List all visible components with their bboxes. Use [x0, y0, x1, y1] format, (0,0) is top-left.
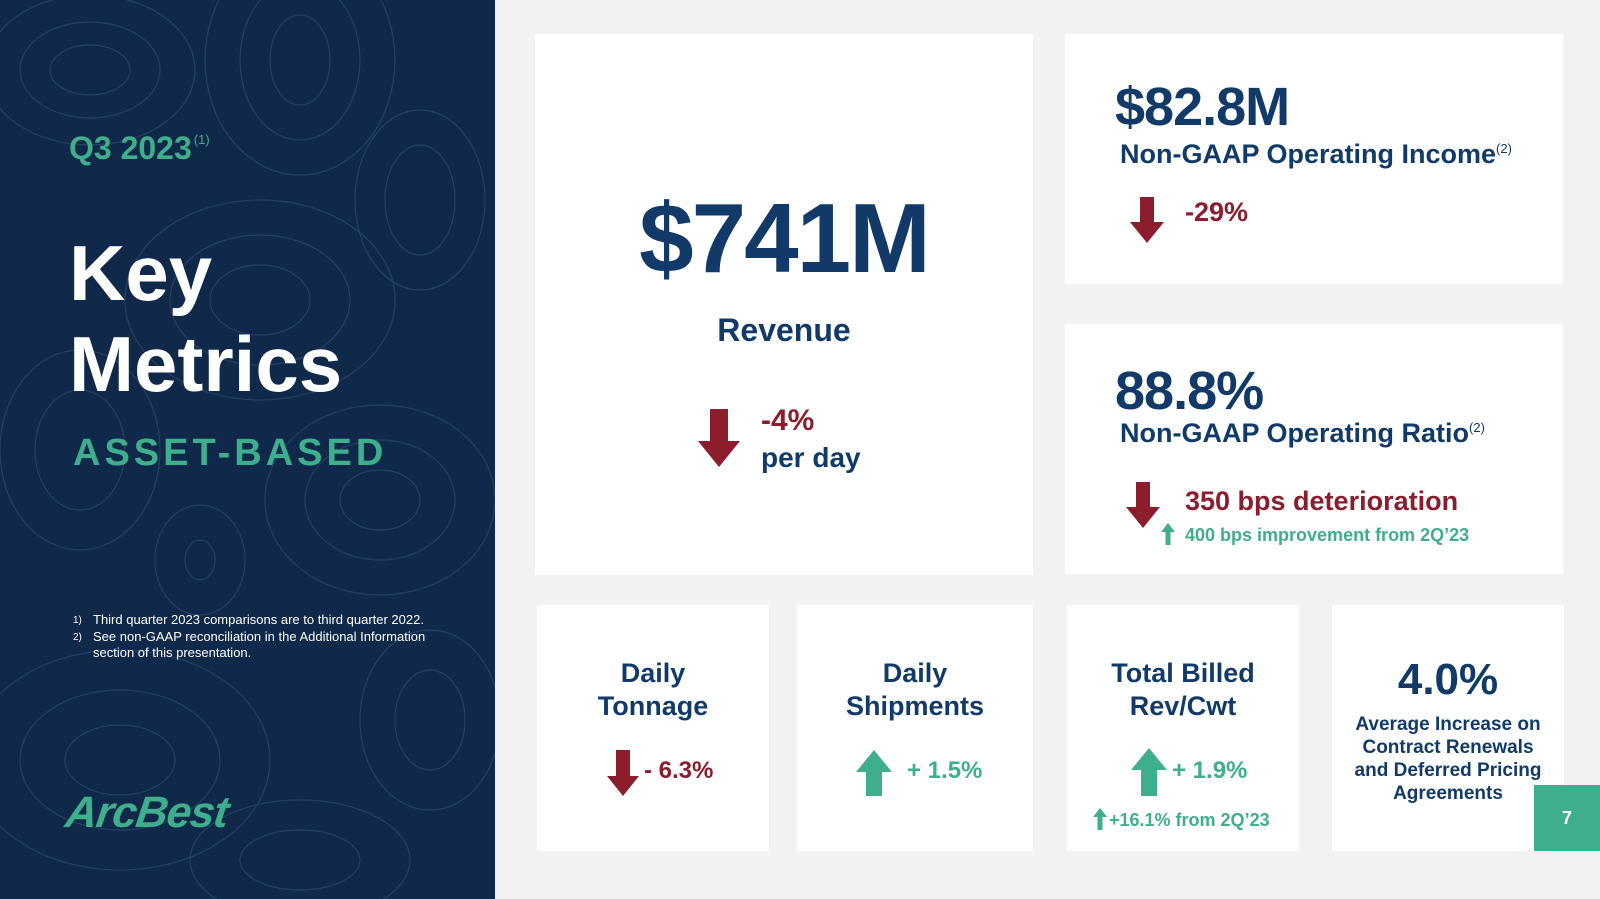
- daily-shipments-label: Daily Shipments: [845, 658, 985, 721]
- down-arrow-icon: [607, 750, 639, 796]
- report-period: Q3 2023 (1): [69, 130, 210, 166]
- up-arrow-icon: [1093, 808, 1107, 830]
- daily-tonnage-change: - 6.3%: [644, 757, 714, 784]
- contract-increase-value: 4.0%: [1397, 655, 1499, 704]
- arcbest-logo: ArcBest: [62, 788, 232, 837]
- daily-shipments-card: Daily Shipments + 1.5%: [797, 605, 1033, 851]
- revenue-card: $741M Revenue -4% per day: [535, 34, 1033, 575]
- operating-ratio-change: 350 bps deterioration: [1185, 486, 1459, 516]
- billed-revenue-sequential-change: +16.1% from 2Q’23: [1109, 810, 1270, 830]
- operating-ratio-card: 88.8% Non-GAAP Operating Ratio(2) 350 bp…: [1065, 324, 1563, 574]
- billed-revenue-label: Total Billed Rev/Cwt: [1111, 658, 1255, 721]
- operating-income-label: Non-GAAP Operating Income(2): [1120, 139, 1512, 169]
- billed-revenue-change: + 1.9%: [1172, 757, 1248, 784]
- operating-ratio-label: Non-GAAP Operating Ratio(2): [1120, 418, 1485, 448]
- revenue-change: -4%: [761, 404, 815, 437]
- left-panel: Q3 2023 (1) Key Metrics ASSET-BASED 1) Thi…: [0, 0, 495, 899]
- operating-ratio-sequential-change: 400 bps improvement from 2Q’23: [1185, 525, 1470, 545]
- footnote: 2) See non-GAAP reconciliation in the Ad…: [73, 629, 426, 660]
- operating-ratio-value: 88.8%: [1115, 361, 1264, 421]
- page-number: 7: [1534, 785, 1600, 851]
- billed-revenue-card: Total Billed Rev/Cwt + 1.9% +16.1% from 2…: [1067, 605, 1299, 851]
- daily-shipments-change: + 1.5%: [907, 757, 983, 784]
- daily-tonnage-card: Daily Tonnage - 6.3%: [537, 605, 769, 851]
- period-footnote-ref: (1): [193, 132, 210, 147]
- page-title: Key Metrics: [69, 229, 343, 408]
- down-arrow-icon: [1126, 482, 1160, 528]
- revenue-value: $741M: [639, 183, 931, 293]
- footnotes: 1) Third quarter 2023 comparisons are to…: [73, 612, 463, 661]
- revenue-change-basis: per day: [761, 442, 861, 473]
- revenue-label: Revenue: [717, 312, 851, 348]
- up-arrow-icon: [856, 750, 892, 796]
- contract-increase-label: Average Increase on Contract Renewals an…: [1354, 714, 1542, 804]
- footnote: 1) Third quarter 2023 comparisons are to…: [73, 612, 424, 627]
- up-arrow-icon: [1131, 748, 1167, 796]
- operating-income-value: $82.8M: [1115, 77, 1290, 137]
- down-arrow-icon: [698, 409, 740, 467]
- up-arrow-icon: [1161, 523, 1175, 545]
- operating-income-card: $82.8M Non-GAAP Operating Income(2) -29%: [1065, 34, 1563, 284]
- topographic-pattern: [0, 0, 495, 899]
- daily-tonnage-label: Daily Tonnage: [597, 658, 709, 721]
- operating-income-change: -29%: [1185, 197, 1249, 227]
- contract-renewals-card: 4.0% Average Increase on Contract Renewa…: [1332, 605, 1564, 851]
- down-arrow-icon: [1130, 197, 1164, 243]
- segment-label: ASSET-BASED: [73, 432, 388, 474]
